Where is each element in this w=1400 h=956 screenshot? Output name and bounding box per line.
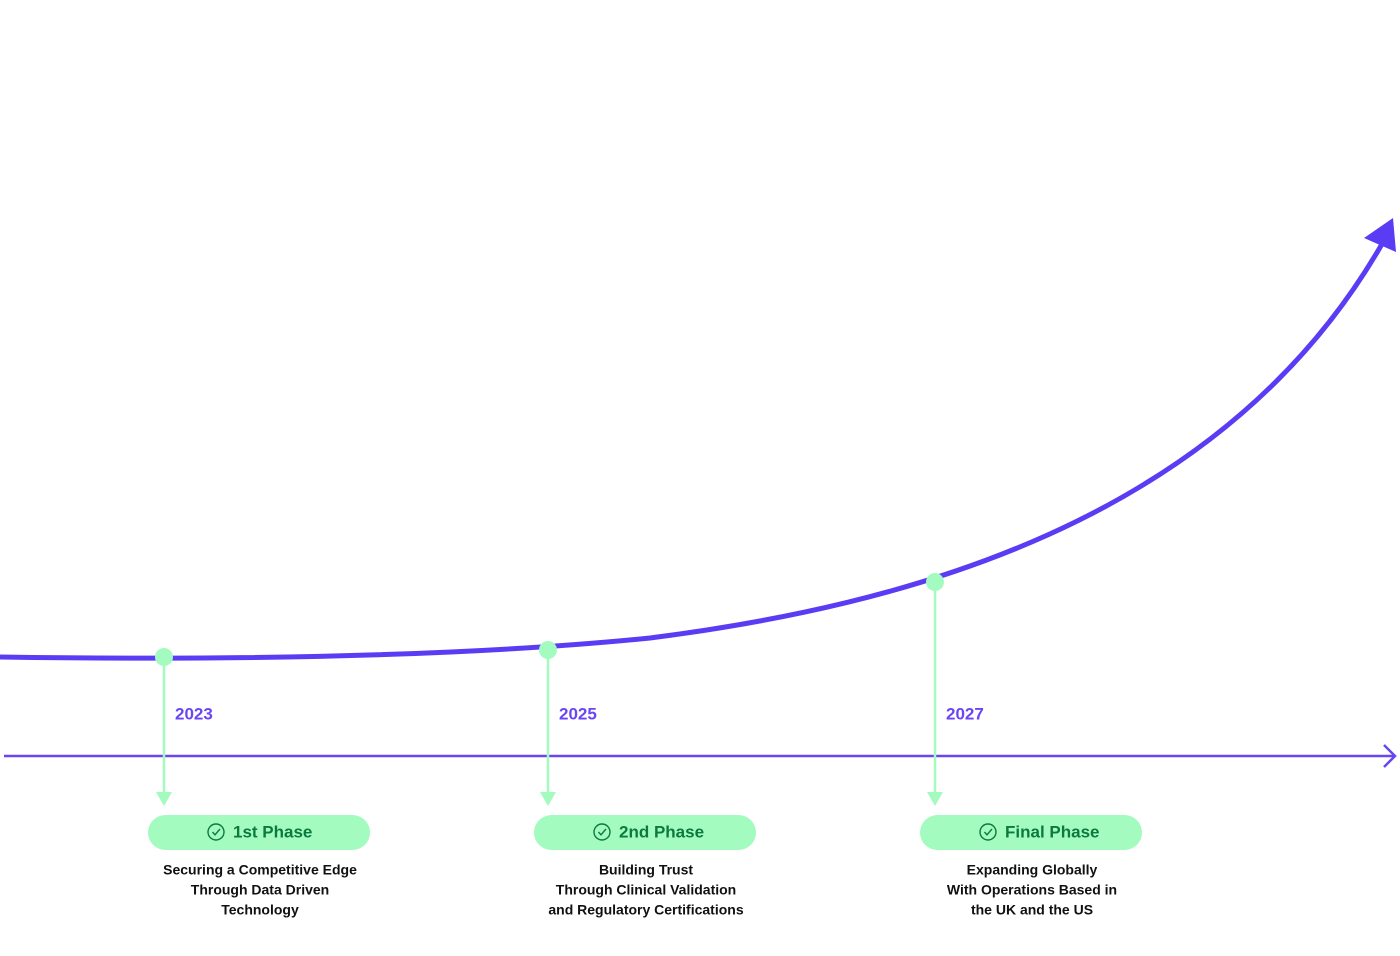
check-mark (983, 828, 993, 836)
phase-description: and Regulatory Certifications (548, 902, 743, 918)
check-mark (597, 828, 607, 836)
phase-description: the UK and the US (971, 902, 1093, 918)
growth-curve (0, 242, 1385, 661)
phase-title: 2nd Phase (619, 822, 704, 841)
check-icon (593, 823, 611, 841)
connector-arrowhead (540, 792, 556, 806)
connector-arrowhead (927, 792, 943, 806)
phase-title: Final Phase (1005, 822, 1099, 841)
time-axis-arrow (1383, 744, 1397, 768)
phase-description: Through Data Driven (191, 882, 329, 898)
check-circle (979, 823, 997, 841)
phase-description: Technology (221, 902, 299, 918)
phase-description: With Operations Based in (947, 882, 1117, 898)
phase-title: 1st Phase (233, 822, 312, 841)
phase-year: 2023 (175, 704, 213, 723)
check-icon (979, 823, 997, 841)
phase-description: Through Clinical Validation (556, 882, 736, 898)
phase-year: 2025 (559, 704, 597, 723)
check-icon (207, 823, 225, 841)
phase-pill (534, 815, 756, 850)
check-circle (207, 823, 225, 841)
phase-pill (920, 815, 1142, 850)
phase-description: Building Trust (599, 862, 693, 878)
check-mark (211, 828, 221, 836)
phase-description: Securing a Competitive Edge (163, 862, 357, 878)
phase-pill (148, 815, 370, 850)
phase-dot (926, 573, 944, 591)
phase-year: 2027 (946, 704, 984, 723)
connector-arrowhead (156, 792, 172, 806)
growth-arrowhead (1364, 218, 1396, 252)
phase-description: Expanding Globally (967, 862, 1098, 878)
phase-dot (539, 641, 557, 659)
check-circle (593, 823, 611, 841)
phase-dot (155, 648, 173, 666)
